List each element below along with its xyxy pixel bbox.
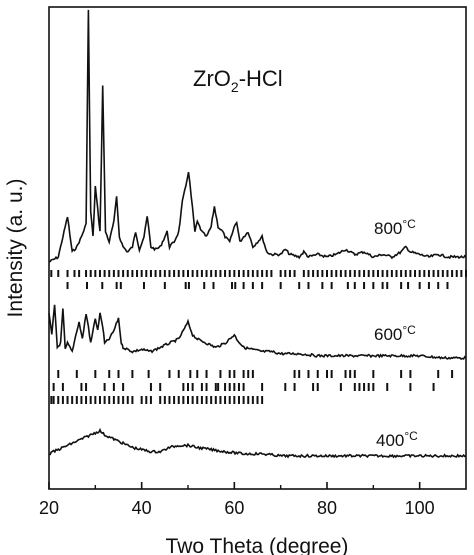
chart-title: ZrO2-HCl <box>193 66 283 95</box>
x-ticks: 20 40 60 80 100 <box>39 482 435 518</box>
reference-marks <box>50 270 467 404</box>
x-tick-label-20: 20 <box>39 498 59 518</box>
series-line-400 <box>48 427 467 459</box>
x-tick-label-100: 100 <box>405 498 435 518</box>
series-line-800 <box>48 9 467 263</box>
label-600: 600°C <box>374 323 416 344</box>
label-400: 400°C <box>376 429 418 450</box>
y-axis-label: Intensity (a. u.) <box>4 179 27 318</box>
x-axis-label: Two Theta (degree) <box>166 535 349 555</box>
label-800: 800°C <box>374 217 416 238</box>
plot-frame <box>48 6 467 490</box>
x-tick-label-80: 80 <box>317 498 337 518</box>
x-tick-label-60: 60 <box>224 498 244 518</box>
x-tick-label-40: 40 <box>132 498 152 518</box>
series-line-600 <box>48 304 467 360</box>
series-layer <box>48 9 467 459</box>
